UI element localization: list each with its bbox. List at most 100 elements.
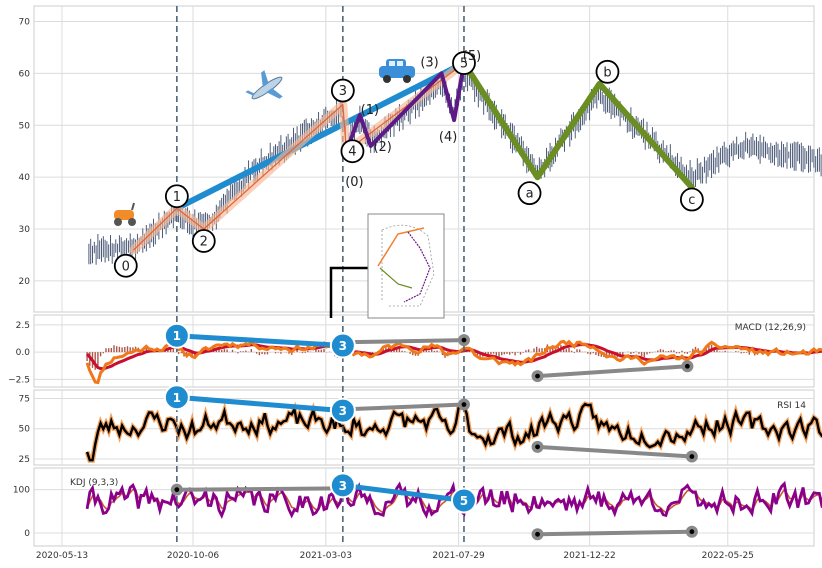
y-tick-label: 20 [19,277,31,287]
car-body [379,66,415,78]
scooter-icon [114,202,136,226]
y-tick-label: 40 [19,173,31,183]
impulse-wave-label-circle [452,51,476,75]
macd-wave-circle-label: 1 [173,329,181,343]
kdj-divergence-dot [689,529,695,535]
sub-wave-label: (2) [373,140,391,155]
rsi-divergence-line [340,402,466,412]
inset-thumbnail [367,213,445,319]
y-tick-label: 60 [19,69,31,79]
corrective-wave-line [461,60,695,191]
impulse-wave-label: 0 [122,259,130,274]
y-tick-label: −2.5 [8,375,30,385]
inset-corrective [379,267,413,289]
rsi-wave-circle-label: 1 [173,391,181,405]
kdj-wave-circle-label: 5 [460,494,468,508]
impulse-wave-label: 5 [460,57,468,72]
macd-wave-link [174,333,346,348]
inset-outline [381,224,435,307]
sub-wave-label: (1) [361,103,379,118]
impulse-wave-label-circle [340,139,365,164]
kdj-label: KDJ (9,3,3) [70,478,118,488]
sub-wave-label: (3) [420,55,438,70]
sub-wave-label: (5) [463,49,481,64]
rsi-wave-circle [329,397,356,424]
corrective-wave-label-circle [679,187,704,212]
rsi-line [85,402,822,462]
kdj-divergence-dot [174,487,180,493]
scooter-body [114,210,134,220]
macd-wave-circle [329,332,356,359]
y-tick-label: 50 [19,425,31,435]
inset-subwave [403,231,431,303]
corrective-wave-label: a [526,187,534,202]
y-tick-label: 70 [19,18,31,28]
macd-divergence-line [340,338,466,345]
airplane-wing [266,88,283,99]
impulse-wave-label-circle [191,229,216,253]
kdj-wave-circle [450,487,477,514]
airplane-icon [245,70,283,100]
macd-divergence-dot [535,373,540,379]
impulse-wave-label: 4 [348,145,356,160]
trend-line [173,60,467,212]
tick-labels: 2020-05-13 2020-10-06 2021-03-03 2021-07-29… [8,18,806,561]
corrective-wave-label: c [688,193,695,208]
impulse-wave-label: 3 [339,84,347,99]
car-window [397,61,403,66]
rsi-label: RSI 14 [777,401,806,411]
rsi-divergence-dot [689,454,695,459]
corrective-wave-label-circle [595,59,620,84]
car-icon [379,59,415,83]
sub-wave-line [344,61,466,154]
car-window [389,61,395,66]
car-wheel [383,75,391,83]
impulse-wave-label-circle [330,78,355,103]
scooter-wheel [114,218,122,226]
corrective-wave-label-circle [517,181,542,206]
kdj-divergence-dot [535,531,540,537]
scooter-wheel [128,218,136,226]
macd-wave-circle-label: 3 [339,339,347,353]
sub-wave-label: (4) [439,130,457,145]
y-tick-label: 50 [19,121,31,131]
y-tick-label: 2.5 [16,321,30,331]
kdj-wave-circle [329,472,356,499]
rsi-wave-circle [163,384,190,411]
x-tick-label: 2021-12-22 [563,551,615,561]
kdj-divergence-line [535,529,694,537]
x-tick-label: 2021-03-03 [300,551,352,561]
sub-wave-label: (0) [345,175,363,190]
corrective-wave-label: b [603,65,611,80]
macd-divergence-line [535,364,690,379]
y-tick-label: 0.0 [16,348,31,358]
kdj-k-line [85,480,822,520]
macd-divergence-dot [461,337,467,343]
rsi-wave-circle-label: 3 [339,404,347,418]
x-tick-label: 2020-05-13 [36,551,88,561]
x-tick-label: 2021-07-29 [432,551,485,561]
rsi-divergence-line [535,444,694,459]
inset-frame [367,213,445,319]
x-tick-label: 2022-05-25 [702,551,754,561]
airplane-wing [261,70,269,88]
rsi-divergence-dot [461,402,467,407]
wave-lines [129,58,695,255]
kdj-wave-link [340,482,467,503]
macd-divergence-dot [684,363,690,369]
impulse-wave-label: 1 [173,190,181,205]
scooter-handle [131,202,135,211]
kdj-divergence-line [174,486,345,492]
data-series [84,64,822,520]
y-tick-label: 75 [19,394,30,404]
impulse-wave-label: 2 [200,235,208,250]
y-tick-label: 100 [13,486,30,496]
annotations: 0 1 2 3 4 5 (0) (1) (2) (3) (4) (5) a b c 1 3 1 3 3 5 [113,49,704,541]
y-tick-label: 25 [19,455,30,465]
inset-impulse [377,227,425,267]
macd-wave-circle [163,322,190,349]
macd-line [85,339,822,385]
y-tick-label: 0 [24,529,30,539]
impulse-wave-label-circle [164,184,189,209]
